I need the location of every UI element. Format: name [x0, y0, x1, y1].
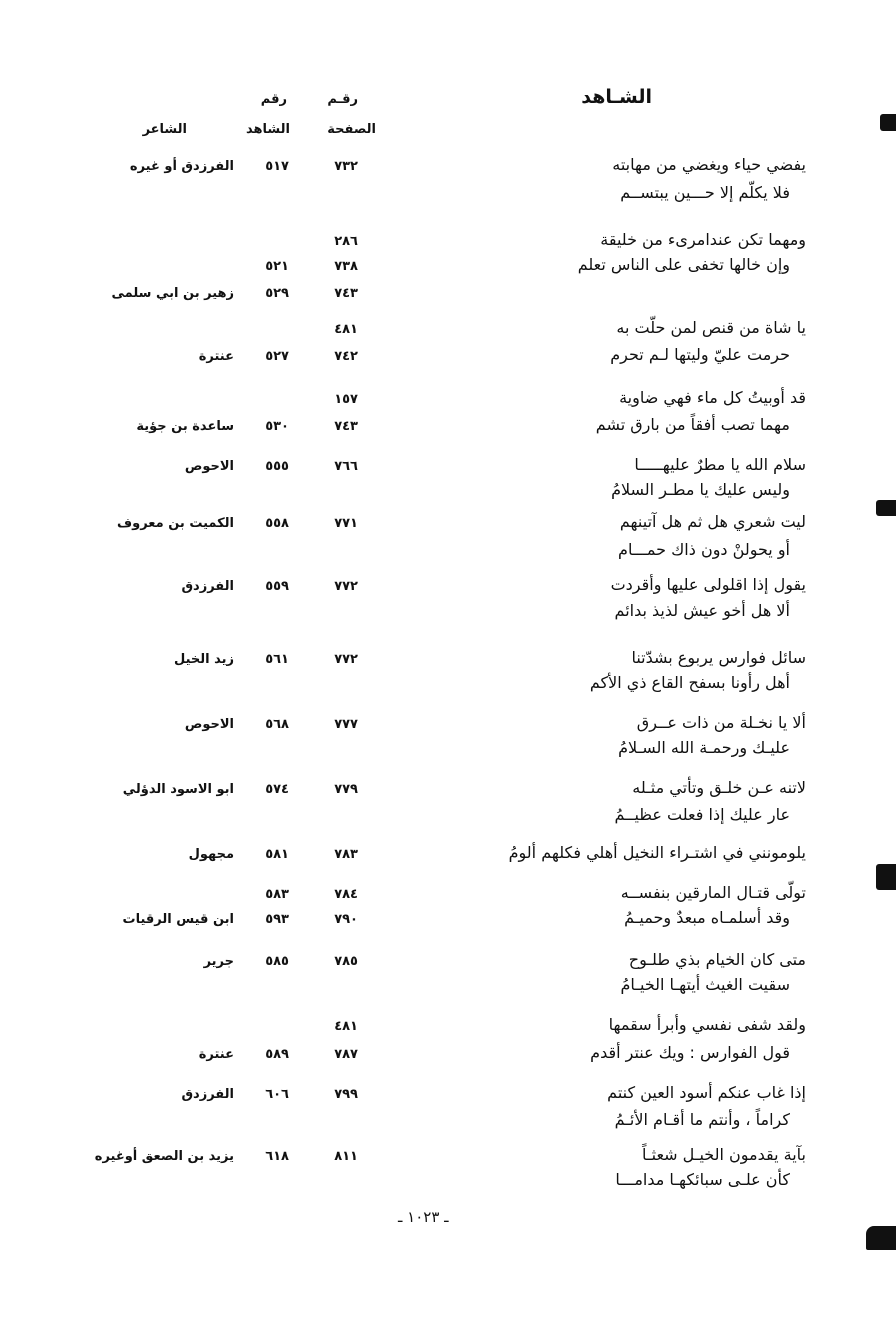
verse-line: يفضي حياء ويغضي من مهابته — [612, 155, 806, 174]
shahid-number-cell: ٥٥٨ — [265, 516, 289, 531]
page-number-cell: ٧٨٤ — [334, 887, 358, 902]
poet-name: زيد الخيل — [173, 652, 234, 667]
poet-name: جرير — [203, 954, 234, 969]
column-header-number-bottom: الشاهد — [246, 122, 290, 137]
page-number-cell: ٧٣٢ — [334, 159, 358, 174]
page-number-cell: ٧٨٥ — [334, 954, 358, 969]
verse-line: وإن خالها تخفى على الناس تعلم — [577, 255, 790, 274]
poet-name: الفرزدق أو غيره — [129, 159, 234, 174]
verse-line: وليس عليك يا مطـر السلامُ — [611, 480, 790, 499]
shahid-number-cell: ٥٢٧ — [265, 349, 289, 364]
verse-line: سلام الله يا مطرٌ عليهـــــا — [634, 455, 806, 474]
verse-line: يا شاة من قنص لمن حلّت به — [616, 318, 806, 337]
poet-name: ساعدة بن جؤية — [136, 419, 234, 434]
verse-line: عليـك ورحمـة الله السـلامُ — [618, 738, 790, 757]
verse-line: ومهما تكن عندامرىء من خليقة — [600, 230, 806, 249]
poet-name: الفرزدق — [181, 579, 234, 594]
shahid-number-cell: ٦٠٦ — [265, 1087, 289, 1102]
shahid-number-cell: ٦١٨ — [265, 1149, 289, 1164]
poet-name: ابن قيس الرقيات — [122, 912, 234, 927]
verse-line: قد أوبيتُ كل ماء فهي ضاوية — [619, 388, 806, 407]
page-number-cell: ٧٧٧ — [334, 717, 358, 732]
verse-line: كراماً ، وأنتم ما أقـام الأئـمُ — [614, 1110, 790, 1129]
page-number-cell: ٧٤٣ — [334, 286, 358, 301]
verse-line: يلومونني في اشتـراء النخيل أهلي فكلهم أل… — [508, 843, 806, 862]
verse-line: أو يحولنْ دون ذاك حمـــام — [618, 540, 790, 559]
shahid-number-cell: ٥٨٩ — [265, 1047, 289, 1062]
poet-name: مجهول — [188, 847, 234, 862]
page-number-cell: ٧٦٦ — [334, 459, 358, 474]
verse-line: مهما تصب أفقاً من بارق تشم — [595, 415, 790, 434]
poet-name: ابو الاسود الدؤلي — [122, 782, 234, 797]
thumb-tab-mark — [876, 500, 896, 516]
shahid-number-cell: ٥١٧ — [265, 159, 289, 174]
poet-name: الفرزدق — [181, 1087, 234, 1102]
shahid-number-cell: ٥٦١ — [265, 652, 289, 667]
page-number-cell: ٧٨٧ — [334, 1047, 358, 1062]
shahid-number-cell: ٥٨٣ — [265, 887, 289, 902]
verse-line: ألا يا نخـلة من ذات عــرق — [636, 713, 806, 732]
thumb-tab-mark — [866, 1226, 896, 1250]
verse-line: يقول إذا اقلولى عليها وأقردت — [610, 575, 806, 594]
page-number-cell: ٧٣٨ — [334, 259, 358, 274]
page-number-cell: ٤٨١ — [334, 1019, 358, 1034]
shahid-number-cell: ٥٩٣ — [265, 912, 289, 927]
page-number-cell: ٧٤٢ — [334, 349, 358, 364]
verse-line: كأن علـى سبائكهـا مدامـــا — [615, 1170, 790, 1189]
page-number-cell: ١٥٧ — [334, 392, 358, 407]
verse-line: عار عليك إذا فعلت عظيــمُ — [614, 805, 790, 824]
page-number-cell: ٨١١ — [334, 1149, 358, 1164]
page-number-cell: ٧٧٢ — [334, 652, 358, 667]
shahid-number-cell: ٥٥٩ — [265, 579, 289, 594]
verse-line: ألا هل أخو عيش لذيذ بدائم — [614, 601, 790, 620]
verse-line: حرمت عليّ وليتها لـم تحرم — [610, 345, 790, 364]
verse-line: متى كان الخيام بذي طلـوح — [628, 950, 806, 969]
poet-name: الكميت بن معروف — [117, 516, 234, 531]
verse-line: ولقد شفى نفسي وأبرأ سقمها — [608, 1015, 806, 1034]
page-number: ـ ١٠٢٣ ـ — [398, 1208, 449, 1226]
poet-name: الاحوص — [184, 459, 234, 474]
column-header-page-top: رقـم — [327, 92, 358, 107]
poet-name: عنترة — [198, 349, 234, 364]
verse-line: ليت شعري هل ثم هل آتينهم — [619, 512, 806, 531]
column-header-page-bottom: الصفحة — [327, 122, 376, 137]
thumb-tab-mark — [876, 864, 896, 890]
verse-line: إذا غاب عنكم أسود العين كنتم — [607, 1083, 806, 1102]
page-number-cell: ٧٩٩ — [334, 1087, 358, 1102]
page-number-cell: ٤٨١ — [334, 322, 358, 337]
verse-line: قول الفوارس : ويك عنتر أقدم — [590, 1043, 790, 1062]
verse-line: سائل فوارس يربوع بشدّتنا — [631, 648, 806, 667]
shahid-number-cell: ٥٨٥ — [265, 954, 289, 969]
shahid-number-cell: ٥٧٤ — [265, 782, 289, 797]
shahid-number-cell: ٥٢١ — [265, 259, 289, 274]
verse-line: فلا يكلّم إلا حـــين يبتســم — [620, 183, 790, 202]
verse-line: بآية يقدمون الخيـل شعثـاً — [642, 1145, 806, 1164]
poet-name: الاحوص — [184, 717, 234, 732]
page-number-cell: ٧٧٩ — [334, 782, 358, 797]
shahid-number-cell: ٥٥٥ — [265, 459, 289, 474]
poet-name: يزيد بن الصعق أوغيره — [94, 1149, 234, 1164]
verse-line: سقيت الغيث أيتهـا الخيـامُ — [620, 975, 790, 994]
page-number-cell: ٧٩٠ — [334, 912, 358, 927]
page-number-cell: ٢٨٦ — [334, 234, 358, 249]
thumb-tab-mark — [880, 114, 896, 131]
poet-name: عنترة — [198, 1047, 234, 1062]
verse-line: تولّى قتـال المارقين بنفســه — [620, 883, 806, 902]
page-number-cell: ٧٧١ — [334, 516, 358, 531]
column-header-number-top: رقم — [260, 92, 287, 107]
column-header-poet: الشاعر — [142, 122, 187, 137]
shahid-number-cell: ٥٣٠ — [265, 419, 289, 434]
page-number-cell: ٧٤٣ — [334, 419, 358, 434]
shahid-number-cell: ٥٦٨ — [265, 717, 289, 732]
shahid-number-cell: ٥٨١ — [265, 847, 289, 862]
verse-line: وقد أسلمـاه مبعدٌ وحميـمُ — [624, 908, 790, 927]
page-number-cell: ٧٨٣ — [334, 847, 358, 862]
poet-name: زهير بن ابي سلمى — [111, 286, 235, 301]
shahid-number-cell: ٥٢٩ — [265, 286, 289, 301]
page-number-cell: ٧٧٢ — [334, 579, 358, 594]
verse-line: أهل رأونا بسفح القاع ذي الأكم — [589, 673, 790, 692]
column-header-verse: الشـاهد — [581, 86, 652, 108]
verse-line: لاتنه عـن خلـق وتأتي مثـله — [632, 778, 806, 797]
